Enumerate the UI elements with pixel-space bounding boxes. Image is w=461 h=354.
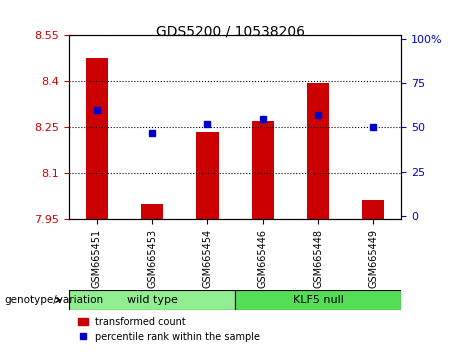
Bar xyxy=(86,58,108,219)
Bar xyxy=(141,204,163,219)
Bar xyxy=(307,83,329,219)
Bar xyxy=(196,132,219,219)
Bar xyxy=(235,290,401,310)
Bar xyxy=(362,200,384,219)
Legend: transformed count, percentile rank within the sample: transformed count, percentile rank withi… xyxy=(74,313,264,346)
Bar xyxy=(252,121,274,219)
Text: genotype/variation: genotype/variation xyxy=(5,295,104,305)
Text: GDS5200 / 10538206: GDS5200 / 10538206 xyxy=(156,25,305,39)
Bar xyxy=(69,290,235,310)
Text: wild type: wild type xyxy=(127,295,177,305)
Text: KLF5 null: KLF5 null xyxy=(293,295,343,305)
